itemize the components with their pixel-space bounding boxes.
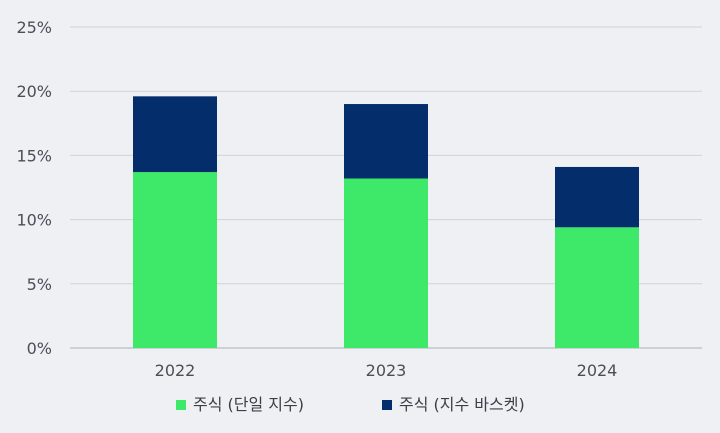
y-tick-label: 15% (16, 146, 52, 165)
y-tick-label: 10% (16, 211, 52, 230)
bar-2024-series-2 (555, 166, 639, 228)
legend: 주식 (단일 지수) 주식 (지수 바스켓) (176, 395, 525, 414)
legend-item: 주식 (지수 바스켓) (382, 395, 525, 414)
bar-2023-series-1 (344, 178, 428, 348)
x-tick-label: 2023 (366, 361, 407, 380)
legend-swatch (176, 400, 186, 410)
bar-2024-series-1 (555, 227, 639, 348)
legend-label: 주식 (단일 지수) (193, 395, 304, 414)
bar-2023-series-2 (344, 104, 428, 179)
bar-2022-series-1 (133, 172, 217, 348)
y-tick-label: 0% (27, 339, 52, 358)
legend-label: 주식 (지수 바스켓) (399, 395, 525, 414)
y-tick-label: 25% (16, 18, 52, 37)
x-tick-label: 2024 (577, 361, 618, 380)
y-tick-label: 20% (16, 82, 52, 101)
legend-item: 주식 (단일 지수) (176, 395, 304, 414)
bar-2022-series-2 (133, 96, 217, 173)
x-tick-label: 2022 (155, 361, 196, 380)
axis-labels: 0% 5% 10% 15% 20% 25% 2022 2023 2024 (16, 18, 617, 380)
y-tick-label: 5% (27, 275, 52, 294)
bars (133, 96, 639, 348)
legend-swatch (382, 400, 392, 410)
